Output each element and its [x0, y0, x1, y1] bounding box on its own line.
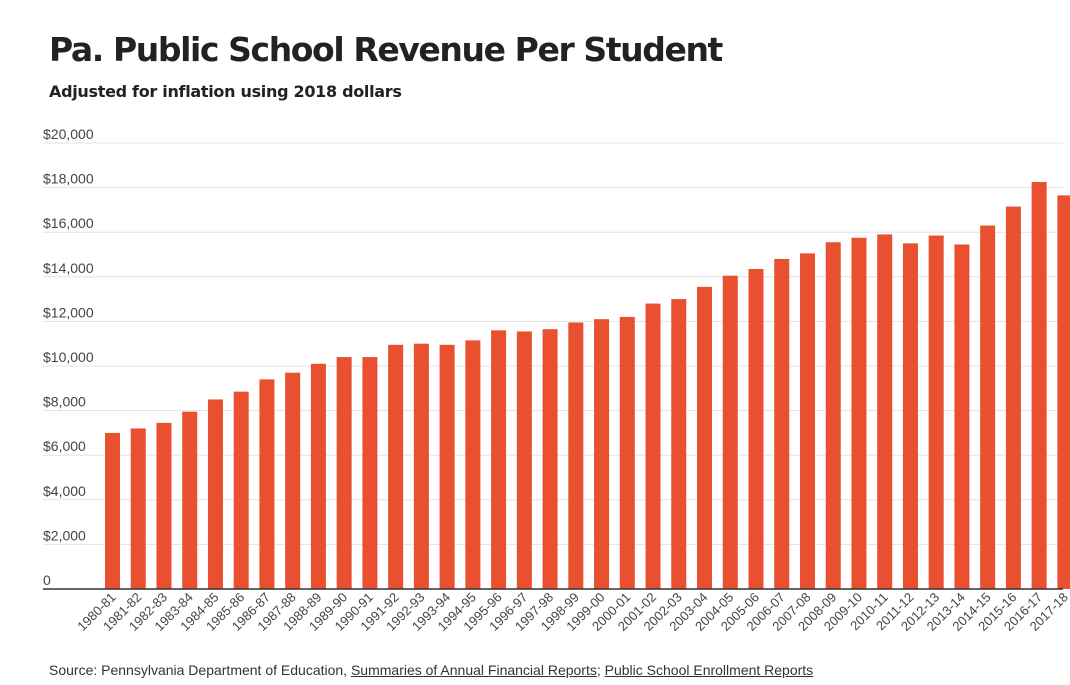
- bar: [645, 303, 661, 589]
- bar: [1031, 182, 1047, 589]
- bar: [1005, 206, 1021, 589]
- bar: [619, 316, 635, 589]
- bar: [465, 340, 481, 589]
- source-note: Source: Pennsylvania Department of Educa…: [49, 662, 813, 678]
- bar: [516, 331, 532, 589]
- bar: [182, 411, 198, 589]
- bar: [491, 330, 507, 589]
- y-tick-label: $20,000: [43, 126, 94, 142]
- bar: [388, 344, 404, 589]
- bar: [697, 286, 713, 589]
- bar: [310, 363, 326, 589]
- bar: [336, 357, 352, 589]
- bar: [928, 235, 944, 590]
- bar: [439, 344, 455, 589]
- bar: [1057, 195, 1070, 589]
- bar: [594, 319, 610, 589]
- bar-chart: 0 $2,000 $4,000 $6,000 $8,000 $10,000 $12,000 $…: [43, 126, 1070, 634]
- bar: [825, 242, 841, 590]
- y-tick-label: 0: [43, 572, 51, 588]
- y-tick-label: $14,000: [43, 260, 94, 276]
- bar: [954, 244, 970, 589]
- bar: [542, 329, 558, 589]
- bar: [799, 253, 815, 589]
- bar: [362, 357, 378, 589]
- y-tick-label: $2,000: [43, 527, 86, 543]
- bar: [671, 299, 687, 589]
- y-tick-label: $4,000: [43, 483, 86, 499]
- bar: [259, 379, 275, 589]
- bar: [748, 268, 764, 589]
- financial-reports-link[interactable]: Summaries of Annual Financial Reports: [350, 662, 597, 678]
- bar: [902, 243, 918, 589]
- bar: [207, 399, 223, 589]
- source-separator: ;: [596, 662, 605, 678]
- enrollment-reports-link[interactable]: Public School Enrollment Reports: [604, 662, 814, 678]
- y-tick-label: $8,000: [43, 394, 86, 410]
- chart-subtitle: Adjusted for inflation using 2018 dollar…: [49, 82, 402, 101]
- bar: [130, 428, 146, 589]
- y-tick-label: $10,000: [43, 349, 94, 365]
- bar: [722, 275, 738, 589]
- bar: [285, 372, 301, 589]
- bar: [233, 391, 249, 589]
- source-prefix: Source: Pennsylvania Department of Educa…: [49, 662, 351, 678]
- chart-title: Pa. Public School Revenue Per Student: [49, 30, 723, 69]
- bar: [851, 237, 867, 589]
- bar: [568, 322, 584, 589]
- y-tick-label: $12,000: [43, 304, 94, 320]
- bar: [877, 234, 893, 589]
- y-tick-label: $16,000: [43, 215, 94, 231]
- bar: [156, 422, 172, 589]
- bar: [980, 225, 996, 589]
- y-tick-label: $6,000: [43, 438, 86, 454]
- y-tick-label: $18,000: [43, 171, 94, 187]
- bar: [413, 343, 429, 589]
- bar: [774, 258, 790, 589]
- bar: [105, 432, 120, 589]
